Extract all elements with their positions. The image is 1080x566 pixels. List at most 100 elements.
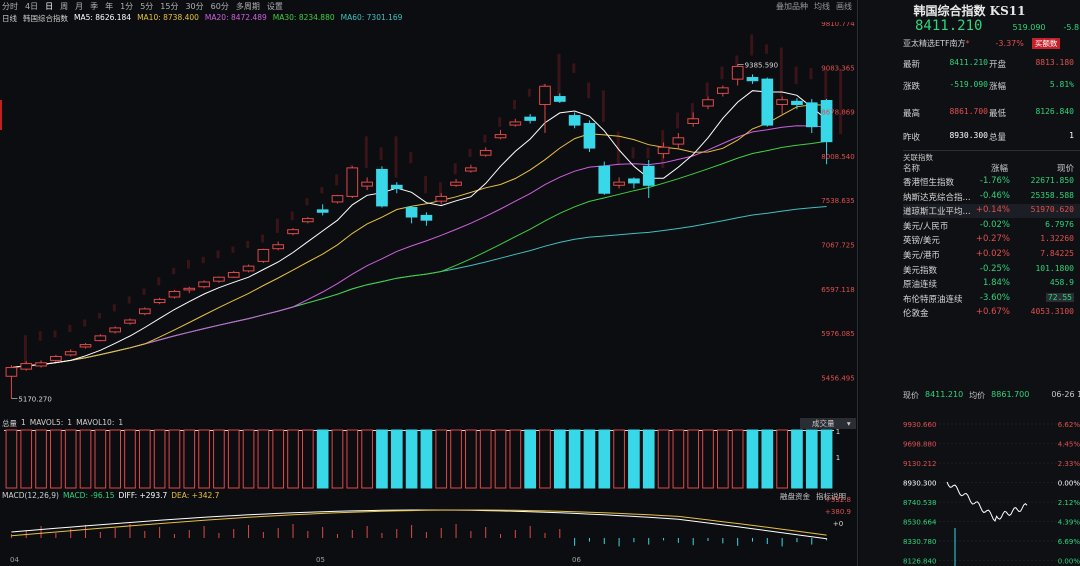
price-axis-label: 8678.869 bbox=[821, 109, 854, 117]
chart-tools: 叠加品种 均线 画线 bbox=[776, 1, 858, 12]
etf-row[interactable]: 亚太精选ETF南方 * -3.37% 买额数 bbox=[859, 37, 1080, 49]
candle-body bbox=[420, 214, 433, 221]
quote-value: 8126.840 bbox=[1035, 107, 1074, 116]
quote-label: 最高 bbox=[903, 109, 921, 119]
period-tab-6[interactable]: 年 bbox=[105, 1, 114, 11]
macd-button-1[interactable]: 指标说明 bbox=[816, 492, 846, 501]
related-header: 关联指数 bbox=[903, 150, 1080, 162]
volume-bar bbox=[820, 429, 833, 489]
candle-body bbox=[227, 271, 240, 278]
volume-selector[interactable]: 成交量 ▾ bbox=[800, 418, 856, 429]
chart-tool-0[interactable]: 叠加品种 bbox=[776, 1, 808, 11]
volume-bar bbox=[509, 429, 522, 489]
related-row[interactable]: 纳斯达克综合指... -0.46% 25358.588 bbox=[903, 190, 1080, 204]
candle-body bbox=[702, 99, 714, 107]
period-tab-7[interactable]: 1分 bbox=[120, 1, 134, 11]
volume-bar bbox=[390, 429, 403, 489]
volume-bar bbox=[761, 429, 774, 489]
period-tab-12[interactable]: 多周期 bbox=[235, 1, 260, 11]
buy-button[interactable]: 买额数 bbox=[1031, 37, 1061, 49]
related-row[interactable]: 美元/人民币 -0.02% 6.7976 bbox=[903, 219, 1080, 233]
month-label: 05 bbox=[316, 556, 325, 564]
related-name: 美元/港币 bbox=[903, 251, 940, 261]
related-row[interactable]: 伦敦金 +0.67% 4053.3100 bbox=[903, 306, 1080, 320]
macd-chart[interactable]: +532.8 +380.9 +0 04 05 06 bbox=[0, 490, 858, 566]
period-tab-10[interactable]: 30分 bbox=[185, 1, 204, 11]
period-tab-11[interactable]: 60分 bbox=[210, 1, 229, 11]
related-value: 25358.588 bbox=[1030, 190, 1074, 200]
macd-legend-item: DEA: +342.7 bbox=[171, 491, 220, 500]
related-row[interactable]: 原油连续 1.84% 458.9 bbox=[903, 277, 1080, 291]
chart-tool-2[interactable]: 画线 bbox=[836, 1, 852, 11]
intraday-info: 现价 8411.210 均价 8861.700 06-26 14:30 bbox=[903, 390, 1080, 402]
edge-marker bbox=[0, 100, 2, 130]
related-row[interactable]: 香港恒生指数 -1.76% 22671.850 bbox=[903, 175, 1080, 189]
volume-bar bbox=[805, 429, 818, 489]
related-row[interactable]: 英镑/美元 +0.27% 1.32260 bbox=[903, 233, 1080, 247]
macd-buttons: 融盘资金 指标说明 bbox=[780, 491, 846, 502]
volume-bar bbox=[198, 429, 210, 489]
candle-body bbox=[35, 362, 47, 367]
period-tab-4[interactable]: 月 bbox=[75, 1, 84, 11]
period-tab-2[interactable]: 日 bbox=[45, 1, 54, 11]
mini-left-label: 8740.538 bbox=[903, 499, 936, 507]
related-name: 美元指数 bbox=[903, 265, 938, 276]
chart-area[interactable]: 分时 4日日周月季年 1分 5分 15分 30分 60分 多周期 设置 叠加品种 均线 画线 日线 韩… bbox=[0, 0, 858, 566]
volume-bar bbox=[153, 429, 166, 489]
volume-bar bbox=[302, 429, 314, 489]
period-tab-3[interactable]: 周 bbox=[60, 1, 69, 11]
macd-legend-item: DIFF: +293.7 bbox=[118, 491, 168, 500]
related-value: 4053.3100 bbox=[1030, 307, 1074, 317]
period-tab-1[interactable]: 4日 bbox=[25, 1, 39, 11]
period-tab-9[interactable]: 15分 bbox=[160, 1, 179, 11]
quote-label: 最低 bbox=[989, 109, 1007, 119]
volume-bar bbox=[257, 429, 270, 489]
related-row[interactable]: 美元/港币 +0.02% 7.84225 bbox=[903, 248, 1080, 262]
mini-right-label: 0.00% bbox=[1058, 480, 1080, 488]
candle-body bbox=[776, 99, 788, 105]
candle-body bbox=[109, 327, 121, 333]
etf-name: 亚太精选ETF南方 bbox=[903, 38, 966, 48]
ma10-value: MA10: 8738.400 bbox=[137, 13, 199, 22]
candle-body bbox=[435, 195, 448, 202]
candle-body bbox=[583, 123, 596, 149]
period-tab-13[interactable]: 设置 bbox=[266, 1, 283, 11]
volume-axis-label: 1 bbox=[836, 428, 840, 436]
candle-body bbox=[124, 319, 136, 324]
period-tab-0[interactable]: 分时 bbox=[2, 1, 18, 11]
candle-body bbox=[390, 184, 403, 189]
volume-bar bbox=[717, 429, 729, 489]
intraday-chart[interactable]: 9930.660 6.62% 9698.880 4.45% 9130.212 2.33% 8… bbox=[903, 416, 1080, 566]
period-tab-5[interactable]: 季 bbox=[90, 1, 99, 11]
volume-bar bbox=[776, 429, 788, 489]
quote-value: 8813.180 bbox=[1035, 58, 1074, 67]
dea-line bbox=[11, 509, 827, 537]
candlestick-chart[interactable]: 9385.590 5170.270 9810.774 9083.365 8678.869… bbox=[0, 22, 858, 416]
related-pct: +0.14% bbox=[975, 205, 1010, 216]
price-axis-label: 5976.085 bbox=[821, 330, 854, 338]
related-name: 英镑/美元 bbox=[903, 236, 940, 247]
month-label: 06 bbox=[572, 556, 581, 564]
related-name: 原油连续 bbox=[903, 280, 938, 291]
volume-selector-label: 成交量 bbox=[812, 419, 835, 428]
volume-bar bbox=[435, 429, 448, 489]
candle-body bbox=[287, 229, 299, 235]
chart-tool-1[interactable]: 均线 bbox=[814, 1, 830, 11]
high-marker-label: 9385.590 bbox=[745, 61, 778, 69]
related-row[interactable]: 美元指数 -0.25% 101.1800 bbox=[903, 263, 1080, 277]
quote-value: 5.81% bbox=[1049, 80, 1074, 89]
related-row[interactable]: 布伦特原油连续 -3.60% 72.55 bbox=[903, 292, 1080, 306]
related-row[interactable]: 道琼斯工业平均... +0.14% 51970.620 bbox=[903, 204, 1080, 219]
period-tab-8[interactable]: 5分 bbox=[140, 1, 154, 11]
volume-bar bbox=[227, 429, 240, 489]
candle-body bbox=[761, 78, 774, 126]
candle-body bbox=[198, 281, 210, 288]
price-axis-label: 5456.495 bbox=[821, 374, 854, 382]
volume-chart[interactable]: 11 bbox=[0, 418, 858, 490]
macd-button-0[interactable]: 融盘资金 bbox=[780, 492, 810, 501]
volume-bar bbox=[331, 429, 344, 489]
col-pct: 涨幅 bbox=[991, 164, 1009, 174]
volume-bar bbox=[94, 429, 107, 489]
candle-body bbox=[465, 167, 477, 172]
last-price: 8411.210 bbox=[915, 18, 983, 34]
